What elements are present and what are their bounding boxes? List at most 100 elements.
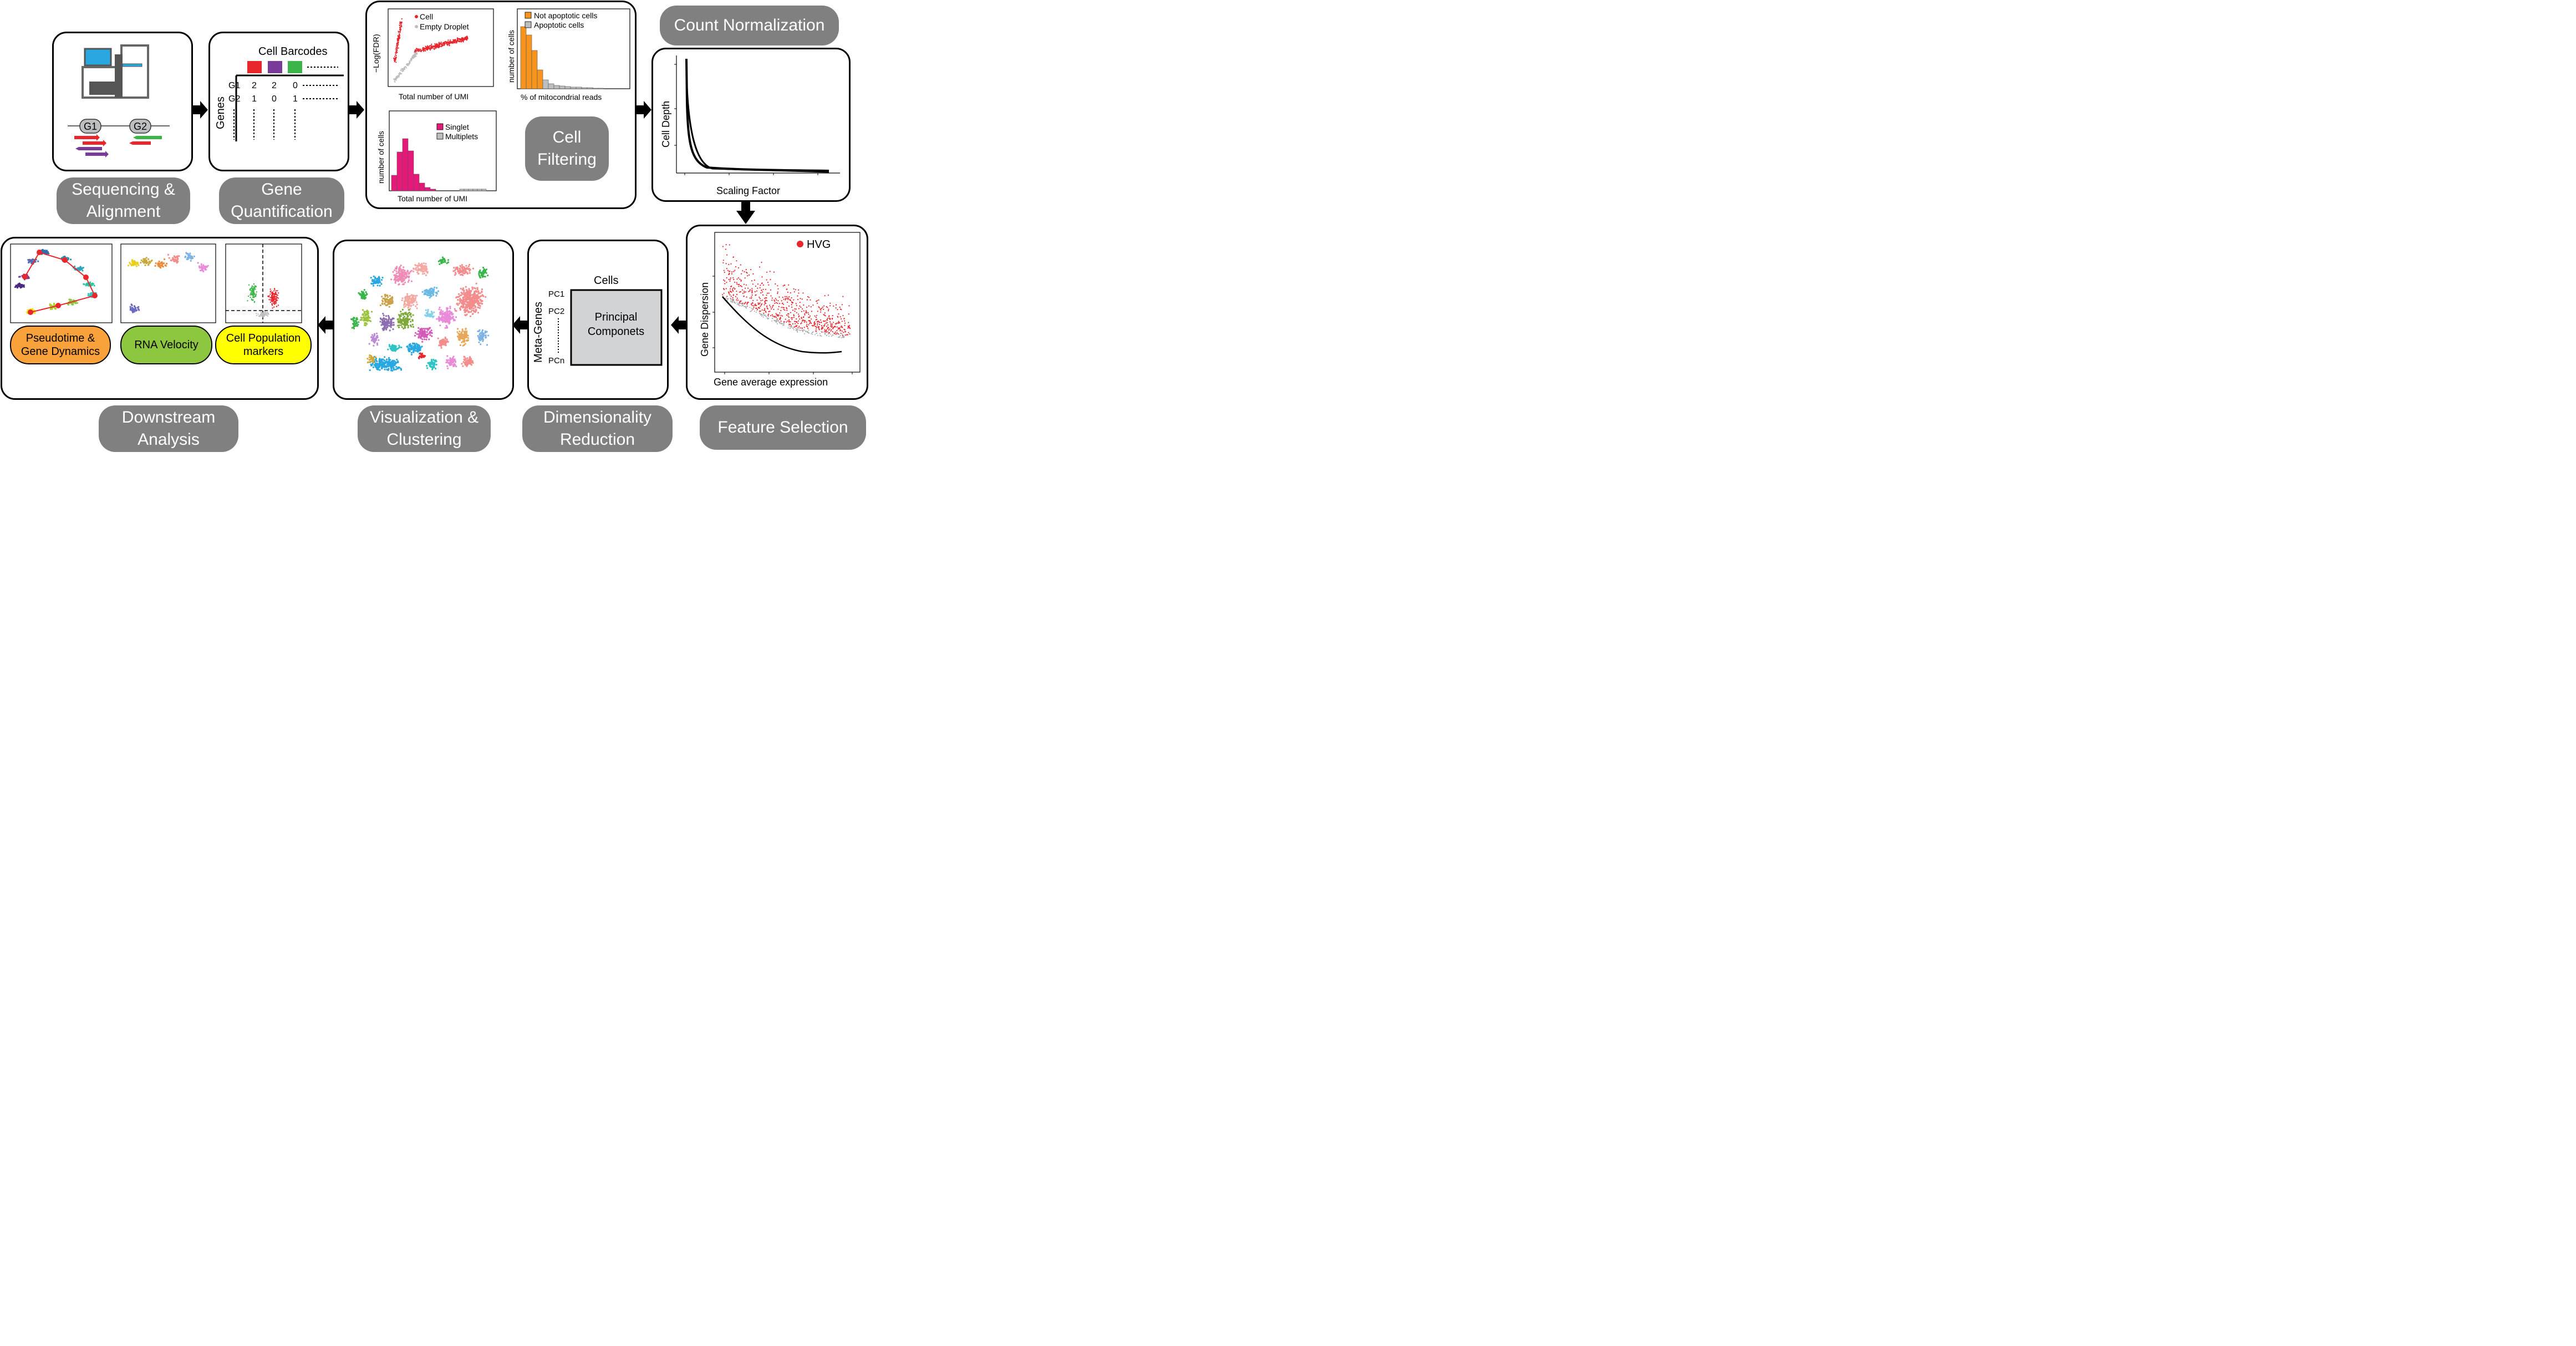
multiplet-bar [468, 189, 474, 191]
cell-point [400, 28, 401, 29]
tsne-cell [447, 341, 449, 343]
tsne-cell [371, 363, 374, 365]
up-gene-point [278, 292, 279, 294]
velocity-cell [174, 256, 176, 258]
hvg-point [790, 312, 792, 313]
tsne-cell [421, 335, 424, 337]
cell-point [458, 40, 460, 42]
tsne-cell [355, 319, 357, 322]
hvg-point [756, 299, 758, 301]
tsne-cell [469, 272, 471, 274]
hvg-point [798, 318, 800, 320]
hvg-point [795, 303, 797, 304]
count-matrix-illustration: Cell Barcodes Genes G1 2 2 0 G2 1 0 1 [215, 45, 344, 141]
gene-point [827, 333, 829, 335]
velocity-cell [146, 261, 148, 263]
tsne-cell [460, 273, 462, 276]
gene-point [768, 316, 770, 317]
tsne-cell [477, 312, 480, 314]
tsne-cell [374, 356, 376, 358]
tsne-cell [376, 285, 379, 287]
tsne-cell [387, 303, 389, 305]
hvg-point [736, 283, 738, 285]
hvg-point [727, 270, 729, 271]
hvg-point [841, 330, 843, 332]
hvg-point [780, 314, 782, 316]
hvg-point [790, 299, 792, 301]
hvg-point [770, 295, 772, 297]
gene-point [812, 332, 813, 333]
hvg-point [766, 300, 768, 302]
tsne-cell [449, 307, 451, 309]
cell-point [457, 38, 460, 40]
cell-point [433, 48, 435, 49]
hvg-point [724, 271, 725, 273]
gene-point [736, 303, 738, 305]
down-gene-point [253, 283, 255, 285]
hvg-point [848, 332, 849, 333]
hvg-point [815, 319, 817, 321]
row-g1-val-1: 2 [252, 81, 257, 90]
hvg-point [758, 311, 761, 312]
cell-point [401, 18, 403, 20]
pseudotime-cell [87, 293, 90, 295]
hvg-point [738, 286, 740, 287]
gene-point [781, 322, 782, 324]
hvg-point [774, 316, 776, 317]
velocity-cell [199, 270, 201, 272]
tsne-cell [464, 301, 466, 303]
tsne-cell [479, 292, 481, 294]
feature-selection-plot: HVG Gene Dispersion Gene average express… [699, 232, 861, 388]
tsne-cell [375, 332, 378, 334]
gene-point [730, 299, 732, 301]
tsne-cell [404, 303, 406, 305]
hvg-point [753, 305, 755, 307]
tsne-cell [468, 292, 470, 294]
down-gene-point [252, 295, 254, 297]
tsne-cell [437, 337, 439, 339]
empty-droplet-point [414, 54, 416, 57]
tsne-cell [399, 268, 401, 270]
cell-point [398, 38, 399, 39]
velocity-cell [144, 258, 146, 260]
tsne-cell [418, 349, 420, 351]
tsne-cell [430, 359, 432, 361]
hvg-point [748, 291, 750, 292]
down-gene-point [250, 289, 252, 291]
tsne-cell [455, 310, 457, 312]
tsne-cell [461, 266, 464, 268]
hvg-point [766, 306, 767, 307]
velocity-cell [166, 262, 168, 265]
mito-bar [520, 26, 527, 89]
cell-point [438, 43, 440, 45]
gene-point [803, 329, 805, 331]
hvg-point [791, 317, 793, 319]
tsne-cell [427, 362, 430, 364]
hvg-point [787, 299, 789, 301]
cell-point [395, 52, 396, 54]
tsne-cell [399, 321, 401, 323]
tsne-cell [478, 273, 480, 275]
hvg-point [722, 246, 724, 247]
tsne-cell [413, 304, 415, 306]
hvg-point [809, 315, 811, 317]
tsne-cell [371, 278, 374, 281]
tsne-cell [406, 345, 409, 347]
gene-point [768, 317, 770, 319]
tsne-cell [427, 308, 429, 311]
tsne-cell [396, 276, 398, 278]
hvg-point [815, 326, 817, 328]
empty-droplet-point [396, 76, 398, 78]
hvg-point [745, 268, 747, 271]
velocity-cell [170, 260, 172, 262]
tsne-cell [361, 317, 363, 319]
hvg-point [746, 303, 748, 305]
empty-droplet-point [398, 74, 400, 76]
tsne-cell [412, 342, 414, 344]
pseudotime-cell [90, 283, 93, 286]
gene-point [795, 326, 796, 328]
cell-point [396, 48, 398, 50]
hvg-point [817, 324, 818, 326]
gene-point [808, 329, 810, 331]
mito-bar [526, 34, 532, 89]
